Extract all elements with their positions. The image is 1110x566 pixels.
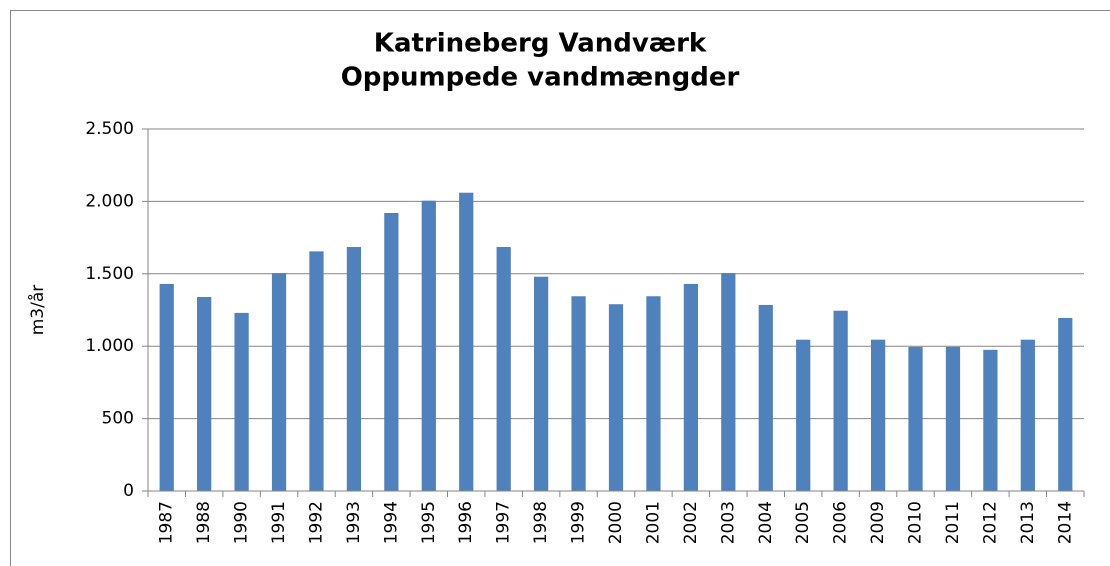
x-tick-label: 1993 (344, 501, 364, 544)
x-tick-label: 2014 (1055, 501, 1075, 544)
x-tick-label: 2006 (831, 501, 851, 544)
x-tick-label: 1992 (306, 501, 326, 544)
bar (908, 346, 923, 491)
x-tick-label: 1997 (494, 501, 514, 544)
bar (945, 346, 961, 491)
bar (309, 251, 324, 491)
bar (159, 283, 174, 491)
bar (271, 273, 287, 491)
x-tick-label: 2011 (943, 501, 963, 544)
bar (983, 349, 998, 491)
x-tick-label: 2004 (756, 501, 776, 544)
chart-frame (10, 10, 1110, 566)
bar (796, 339, 811, 491)
bar (758, 304, 773, 491)
chart-title: Oppumpede vandmængder (341, 63, 740, 93)
x-tick-label: 1999 (569, 501, 589, 544)
bar (683, 283, 698, 491)
x-tick-label: 2012 (980, 501, 1000, 544)
x-tick-label: 1991 (269, 501, 289, 544)
x-tick-label: 2013 (1018, 501, 1038, 544)
bar (870, 339, 886, 491)
x-tick-label: 2003 (718, 501, 738, 544)
y-tick-label: 2.500 (85, 119, 134, 139)
x-tick-label: 1988 (194, 501, 214, 544)
x-tick-label: 1987 (157, 501, 177, 544)
bar (384, 212, 399, 491)
x-tick-label: 1996 (456, 501, 476, 544)
y-tick-label: 0 (123, 481, 134, 501)
y-tick-label: 2.000 (85, 191, 134, 211)
bar (496, 247, 511, 491)
x-tick-label: 1994 (381, 501, 401, 544)
x-tick-label: 2010 (906, 501, 926, 544)
bar (721, 273, 736, 491)
x-tick-label: 2001 (643, 501, 663, 544)
bar (459, 192, 474, 491)
bar (571, 296, 586, 491)
bar (421, 200, 436, 491)
bar (1058, 317, 1073, 491)
y-tick-label: 1.500 (85, 264, 134, 284)
x-tick-label: 2009 (868, 501, 888, 544)
bar (534, 276, 549, 491)
x-tick-label: 1998 (531, 501, 551, 544)
x-tick-label: 1990 (232, 501, 252, 544)
x-tick-label: 2000 (606, 501, 626, 544)
bar (197, 296, 212, 491)
y-tick-label: 500 (102, 409, 134, 429)
bar (833, 310, 848, 491)
bar (608, 304, 624, 491)
chart-title: Katrineberg Vandværk (374, 29, 707, 59)
x-tick-label: 1995 (419, 501, 439, 544)
y-axis-label: m3/år (27, 285, 48, 336)
bar (234, 312, 249, 491)
bar (646, 296, 661, 491)
x-tick-label: 2002 (681, 501, 701, 544)
bar (1020, 339, 1035, 491)
y-tick-label: 1.000 (85, 336, 134, 356)
bar (346, 247, 362, 491)
x-tick-label: 2005 (793, 501, 813, 544)
